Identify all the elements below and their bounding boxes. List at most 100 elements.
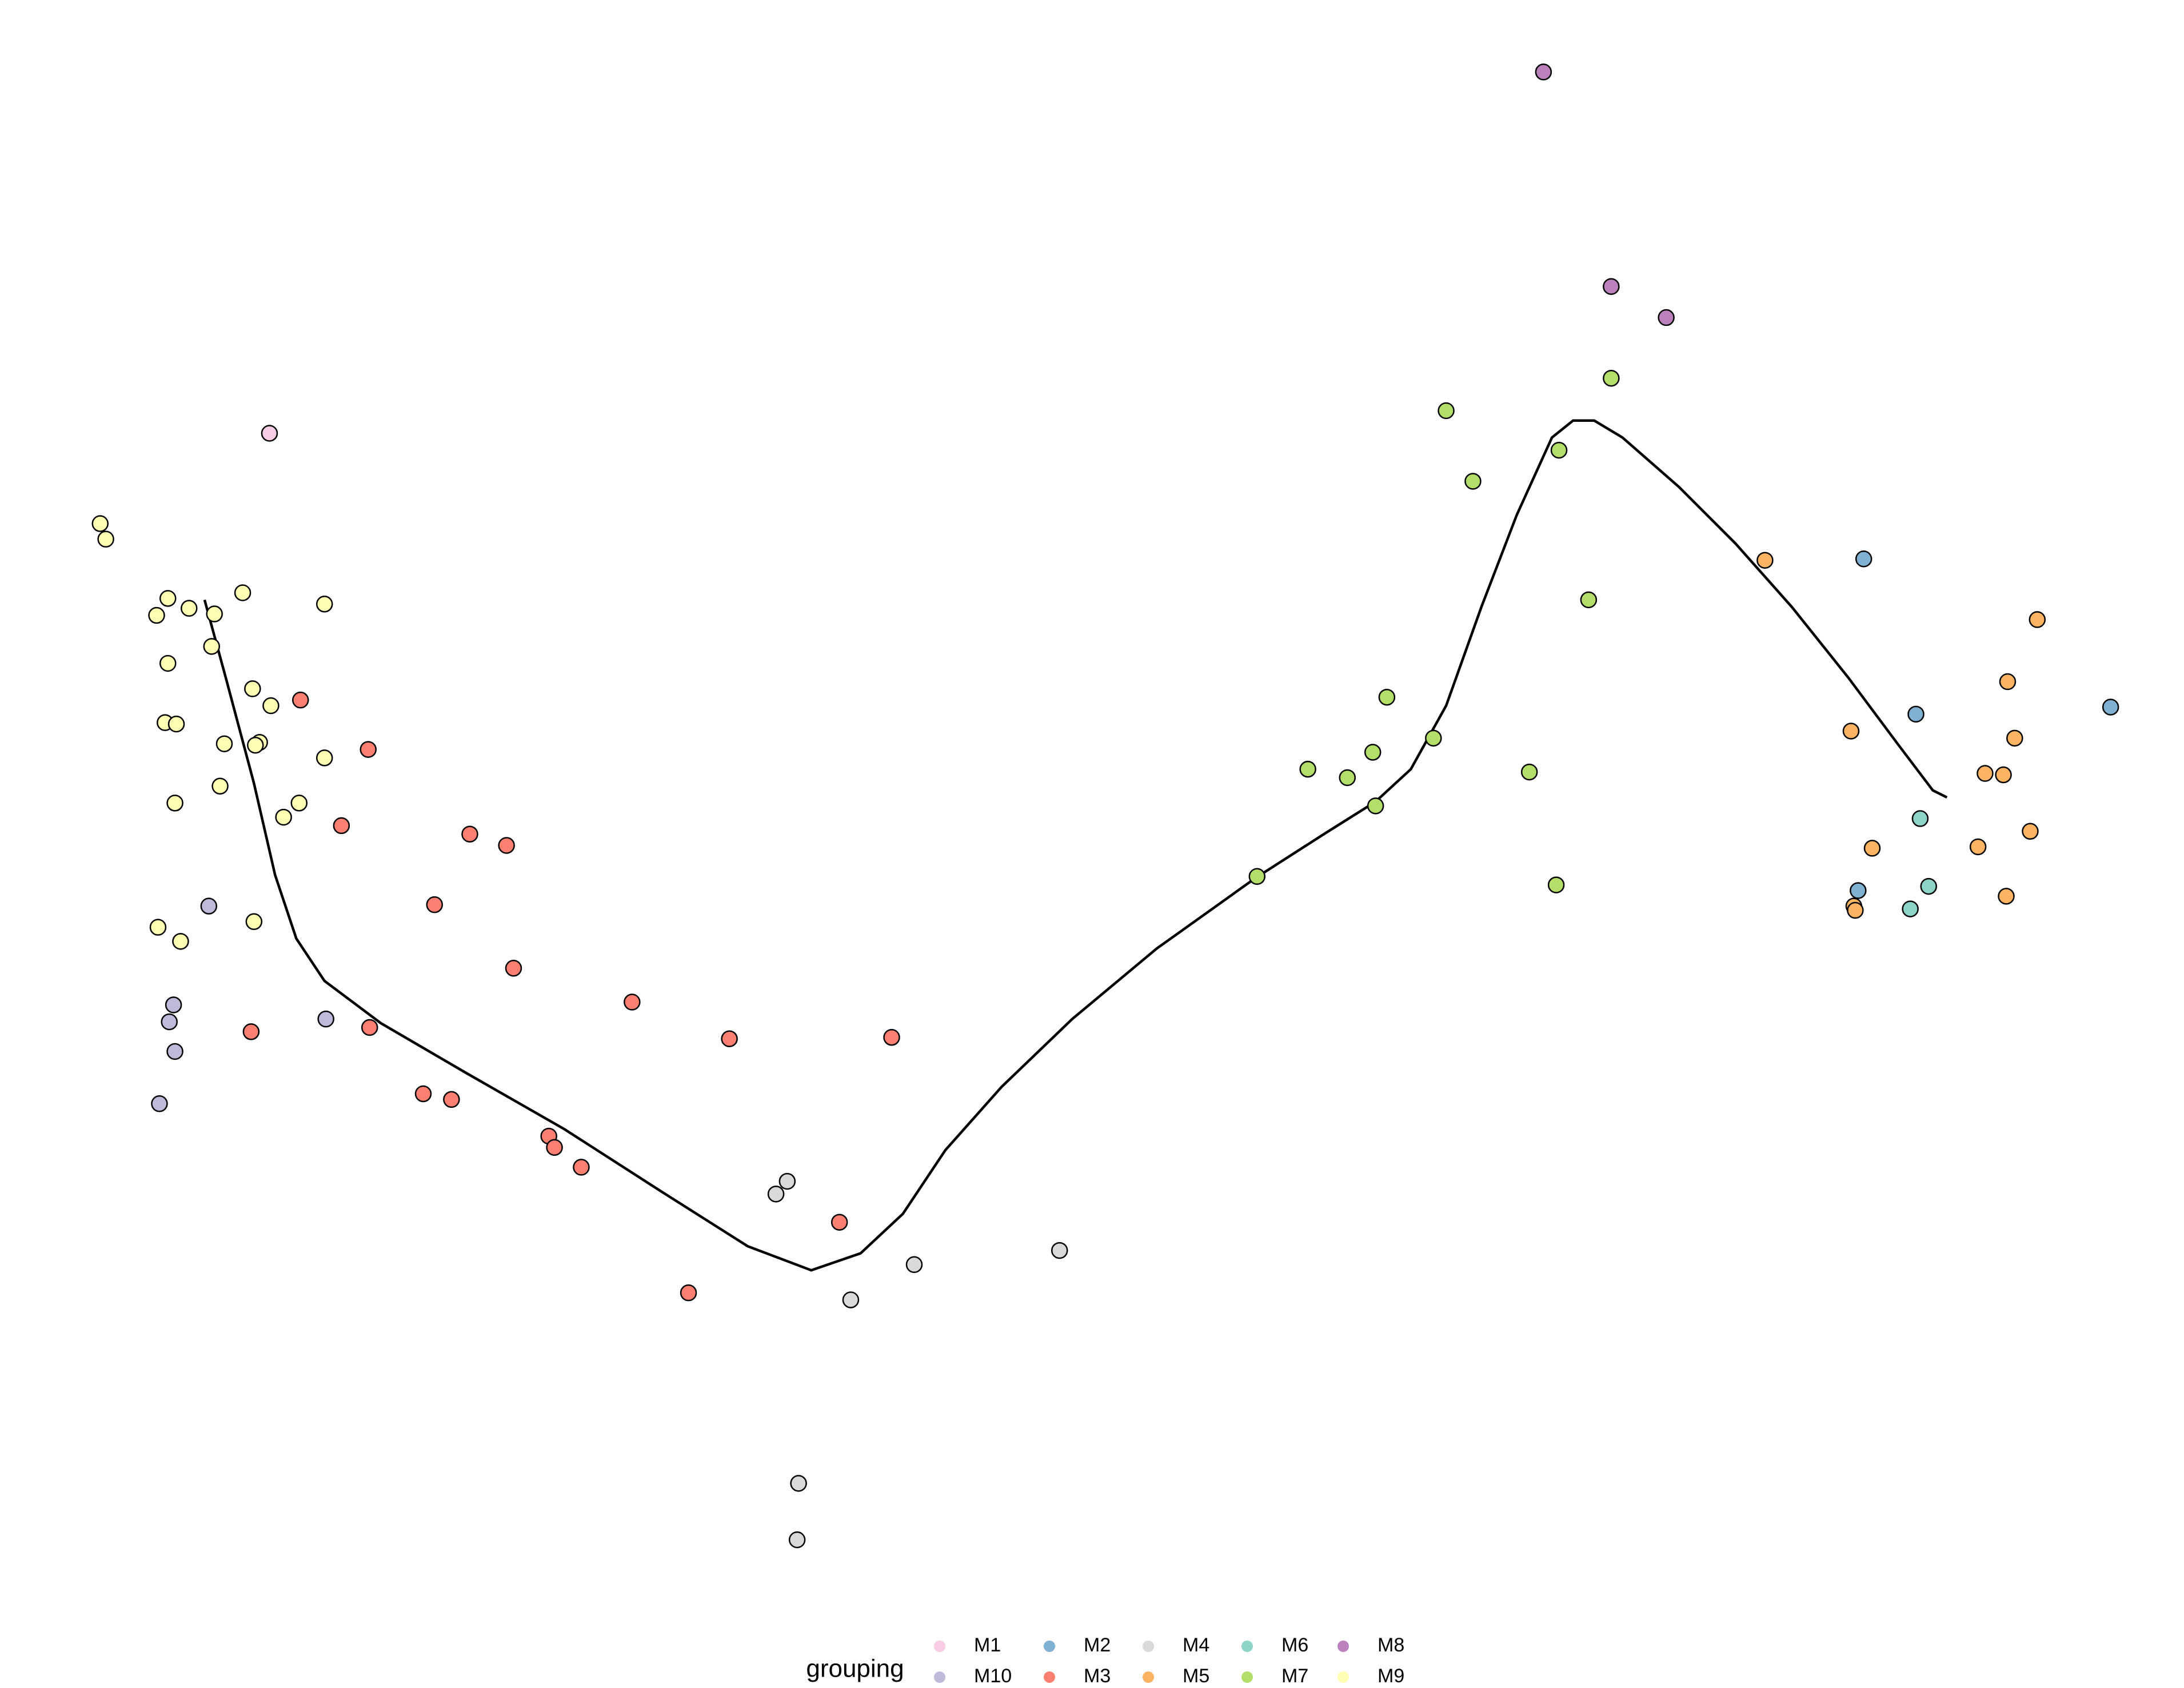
legend-key bbox=[1241, 1641, 1253, 1652]
point bbox=[831, 1214, 848, 1231]
point bbox=[788, 1531, 806, 1549]
point bbox=[905, 1256, 923, 1274]
point bbox=[721, 1030, 738, 1047]
legend-label: M5 bbox=[1183, 1665, 1209, 1687]
point bbox=[1977, 765, 1994, 782]
point bbox=[333, 817, 350, 835]
point bbox=[292, 691, 309, 709]
point bbox=[1464, 473, 1482, 490]
point bbox=[215, 735, 233, 752]
point bbox=[1756, 552, 1774, 569]
legend-key bbox=[1044, 1671, 1055, 1683]
legend-label: M7 bbox=[1281, 1665, 1308, 1687]
point bbox=[426, 896, 444, 913]
point bbox=[1520, 763, 1538, 781]
point bbox=[414, 1085, 432, 1103]
point bbox=[790, 1475, 807, 1492]
legend-label: M3 bbox=[1084, 1665, 1111, 1687]
point bbox=[203, 638, 221, 655]
point bbox=[1051, 1242, 1068, 1259]
legend-title: grouping bbox=[806, 1655, 904, 1683]
point bbox=[316, 596, 333, 613]
legend-key bbox=[1044, 1641, 1055, 1652]
point bbox=[234, 584, 251, 601]
point bbox=[242, 1023, 260, 1040]
legend-key bbox=[1143, 1671, 1154, 1683]
point bbox=[1547, 876, 1565, 893]
point bbox=[275, 808, 292, 826]
point bbox=[883, 1029, 900, 1046]
point bbox=[1603, 369, 1620, 387]
legend-key bbox=[1337, 1641, 1349, 1652]
legend-label: M8 bbox=[1378, 1634, 1404, 1656]
point bbox=[97, 530, 114, 548]
point bbox=[624, 993, 641, 1011]
point bbox=[1907, 705, 1925, 723]
point bbox=[1911, 810, 1929, 827]
point bbox=[498, 837, 515, 854]
point bbox=[1603, 278, 1620, 295]
point bbox=[1378, 688, 1396, 706]
legend-label: M2 bbox=[1084, 1634, 1111, 1656]
point bbox=[767, 1186, 785, 1203]
legend-label: M1 bbox=[974, 1634, 1001, 1656]
point bbox=[443, 1091, 460, 1108]
point bbox=[159, 590, 177, 607]
point bbox=[505, 960, 522, 977]
legend-key bbox=[1241, 1671, 1253, 1683]
point bbox=[1248, 868, 1266, 885]
point bbox=[200, 897, 218, 915]
point bbox=[2102, 699, 2119, 716]
point bbox=[1535, 63, 1552, 81]
legend-label: M10 bbox=[974, 1665, 1012, 1687]
point bbox=[1998, 888, 2015, 905]
point bbox=[2022, 823, 2039, 840]
point bbox=[166, 1043, 183, 1060]
point bbox=[573, 1159, 590, 1176]
point bbox=[1850, 882, 1867, 899]
point bbox=[172, 933, 189, 950]
point bbox=[1920, 877, 1937, 895]
point bbox=[206, 605, 223, 622]
legend-label: M6 bbox=[1281, 1634, 1308, 1656]
point bbox=[161, 1013, 178, 1031]
point bbox=[245, 913, 263, 931]
point bbox=[165, 996, 182, 1013]
point bbox=[262, 697, 280, 715]
point bbox=[261, 425, 278, 442]
point bbox=[680, 1284, 697, 1302]
point bbox=[778, 1172, 796, 1190]
point bbox=[360, 741, 377, 758]
point bbox=[159, 655, 177, 672]
point bbox=[244, 680, 261, 697]
legend-label: M4 bbox=[1183, 1634, 1209, 1656]
point bbox=[1902, 900, 1919, 917]
point bbox=[316, 749, 333, 767]
point bbox=[1863, 840, 1881, 857]
legend-key bbox=[934, 1671, 945, 1683]
point bbox=[1969, 838, 1987, 856]
point bbox=[1550, 441, 1568, 459]
point bbox=[151, 1095, 168, 1112]
point bbox=[1995, 766, 2012, 784]
legend-key bbox=[934, 1641, 945, 1652]
point bbox=[361, 1019, 378, 1036]
point bbox=[1580, 591, 1598, 609]
point bbox=[2006, 729, 2023, 747]
point bbox=[1842, 723, 1860, 740]
point bbox=[1339, 769, 1356, 787]
point bbox=[842, 1291, 860, 1308]
point bbox=[1438, 402, 1455, 420]
point bbox=[1367, 797, 1384, 815]
point bbox=[181, 600, 198, 617]
point bbox=[1299, 760, 1316, 778]
point bbox=[1999, 673, 2017, 691]
point bbox=[149, 919, 167, 936]
point bbox=[546, 1139, 563, 1156]
legend-label: M9 bbox=[1378, 1665, 1404, 1687]
point bbox=[91, 515, 109, 532]
point bbox=[167, 715, 185, 733]
point bbox=[148, 606, 165, 624]
